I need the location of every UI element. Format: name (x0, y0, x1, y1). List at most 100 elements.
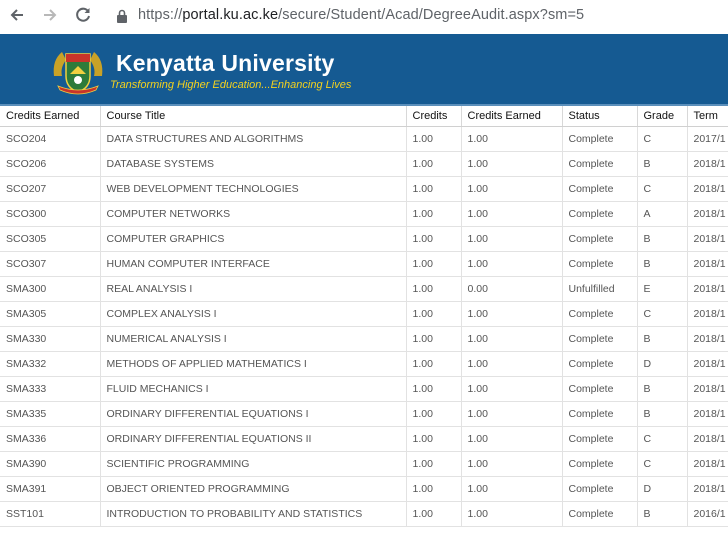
cell-status: Complete (562, 476, 638, 502)
cell-term: 2018/1 (687, 201, 728, 227)
cell-credits: 1.00 (406, 376, 462, 402)
cell-credits-earned: 1.00 (461, 401, 563, 427)
degree-audit-table: Credits Earned Course Title Credits Cred… (0, 106, 728, 536)
table-row: SMA390 SCIENTIFIC PROGRAMMING 1.00 1.00 Comp… (0, 451, 728, 477)
cell-status: Complete (562, 351, 638, 377)
cell-course-code: SCO207 (0, 176, 101, 202)
cell-status: Complete (562, 126, 638, 152)
table-row: SMA336 ORDINARY DIFFERENTIAL EQUATIONS II… (0, 426, 728, 452)
cell-course-code: SMA336 (0, 426, 101, 452)
cell-term: 2018/1 (687, 326, 728, 352)
cell-credits-earned: 1.00 (461, 426, 563, 452)
cell-grade: D (637, 351, 688, 377)
cell-credits-earned: 1.00 (461, 351, 563, 377)
cell-status: Complete (562, 251, 638, 277)
cell-term: 2018/1 (687, 476, 728, 502)
cell-course-title: HUMAN COMPUTER INTERFACE (100, 251, 407, 277)
cell-grade: C (637, 126, 688, 152)
cell-credits-earned: 1.00 (461, 176, 563, 202)
table-row: SCO204 DATA STRUCTURES AND ALGORITHMS 1.00… (0, 126, 728, 152)
forward-arrow-icon[interactable] (39, 4, 61, 26)
cell-course-code: SCO204 (0, 126, 101, 152)
cell-credits: 1.00 (406, 476, 462, 502)
address-bar[interactable]: https://portal.ku.ac.ke/secure/Student/A… (138, 7, 584, 23)
cell-credits: 1.00 (406, 451, 462, 477)
lock-icon (115, 8, 129, 24)
cell-course-code: SMA391 (0, 476, 101, 502)
cell-credits-earned: 1.00 (461, 376, 563, 402)
cell-term: 2018/1 (687, 301, 728, 327)
cell-credits: 1.00 (406, 426, 462, 452)
cell-grade: B (637, 501, 688, 527)
table-header-row: Credits Earned Course Title Credits Cred… (0, 106, 728, 127)
cell-course-code: SMA390 (0, 451, 101, 477)
cell-grade: B (637, 326, 688, 352)
cell-course-code: SMA333 (0, 376, 101, 402)
cell-course-title: ORDINARY DIFFERENTIAL EQUATIONS I (100, 401, 407, 427)
cell-course-title: FLUID MECHANICS I (100, 376, 407, 402)
cell-credits: 1.00 (406, 151, 462, 177)
cell-term: 2018/1 (687, 351, 728, 377)
cell-credits: 1.00 (406, 251, 462, 277)
cell-course-title: REAL ANALYSIS I (100, 276, 407, 302)
table-row: SMA330 NUMERICAL ANALYSIS I 1.00 1.00 Comple… (0, 326, 728, 352)
university-name: Kenyatta University (116, 50, 335, 76)
university-crest-icon[interactable] (50, 46, 106, 96)
header-divider (0, 104, 728, 106)
cell-term: 2018/1 (687, 401, 728, 427)
table-row: SMA332 METHODS OF APPLIED MATHEMATICS I 1.… (0, 351, 728, 377)
table-row: SCO300 COMPUTER NETWORKS 1.00 1.00 Complete A… (0, 201, 728, 227)
table-row: SMA333 FLUID MECHANICS I 1.00 1.00 Complete B… (0, 376, 728, 402)
table-row: SMA300 REAL ANALYSIS I 1.00 0.00 Unfulfilled… (0, 276, 728, 302)
cell-credits-earned: 1.00 (461, 451, 563, 477)
cell-term: 2018/1 (687, 151, 728, 177)
column-header-course-title: Course Title (100, 106, 407, 127)
cell-credits-earned: 1.00 (461, 126, 563, 152)
cell-grade: B (637, 151, 688, 177)
cell-credits: 1.00 (406, 401, 462, 427)
cell-course-title: WEB DEVELOPMENT TECHNOLOGIES (100, 176, 407, 202)
reload-icon[interactable] (72, 4, 94, 26)
cell-credits: 1.00 (406, 276, 462, 302)
cell-status: Complete (562, 301, 638, 327)
back-arrow-icon[interactable] (6, 4, 28, 26)
cell-credits: 1.00 (406, 301, 462, 327)
cell-course-title: COMPUTER NETWORKS (100, 201, 407, 227)
site-header (0, 34, 728, 104)
cell-course-code: SMA335 (0, 401, 101, 427)
cell-term: 2018/1 (687, 251, 728, 277)
cell-course-title: DATA STRUCTURES AND ALGORITHMS (100, 126, 407, 152)
cell-course-title: METHODS OF APPLIED MATHEMATICS I (100, 351, 407, 377)
cell-term: 2018/1 (687, 426, 728, 452)
column-header-credits-earned: Credits Earned (0, 106, 101, 127)
cell-credits-earned: 1.00 (461, 251, 563, 277)
table-row: SMA305 COMPLEX ANALYSIS I 1.00 1.00 Complete… (0, 301, 728, 327)
table-row: SCO305 COMPUTER GRAPHICS 1.00 1.00 Complete B… (0, 226, 728, 252)
table-row: SMA391 OBJECT ORIENTED PROGRAMMING 1.00 1.0… (0, 476, 728, 502)
cell-course-code: SMA300 (0, 276, 101, 302)
cell-course-title: DATABASE SYSTEMS (100, 151, 407, 177)
university-tagline: Transforming Higher Education...Enhancin… (110, 79, 352, 91)
table-row: SST101 INTRODUCTION TO PROBABILITY AND ST… (0, 501, 728, 527)
cell-status: Unfulfilled (562, 276, 638, 302)
column-header-credits-earned-2: Credits Earned (461, 106, 563, 127)
cell-grade: C (637, 176, 688, 202)
cell-credits: 1.00 (406, 126, 462, 152)
cell-grade: B (637, 251, 688, 277)
cell-term: 2018/1 (687, 276, 728, 302)
column-header-credits: Credits (406, 106, 462, 127)
cell-credits: 1.00 (406, 226, 462, 252)
cell-course-code: SMA332 (0, 351, 101, 377)
url-path: /secure/Student/Acad/DegreeAudit.aspx?sm… (278, 7, 585, 23)
cell-grade: E (637, 276, 688, 302)
cell-status: Complete (562, 501, 638, 527)
table-row: SCO206 DATABASE SYSTEMS 1.00 1.00 Complete B 2… (0, 151, 728, 177)
cell-grade: B (637, 401, 688, 427)
cell-credits-earned: 1.00 (461, 151, 563, 177)
cell-credits-earned: 1.00 (461, 476, 563, 502)
cell-status: Complete (562, 426, 638, 452)
browser-toolbar: https://portal.ku.ac.ke/secure/Student/A… (0, 0, 728, 34)
cell-course-title: INTRODUCTION TO PROBABILITY AND STATISTI… (100, 501, 407, 527)
cell-status: Complete (562, 451, 638, 477)
